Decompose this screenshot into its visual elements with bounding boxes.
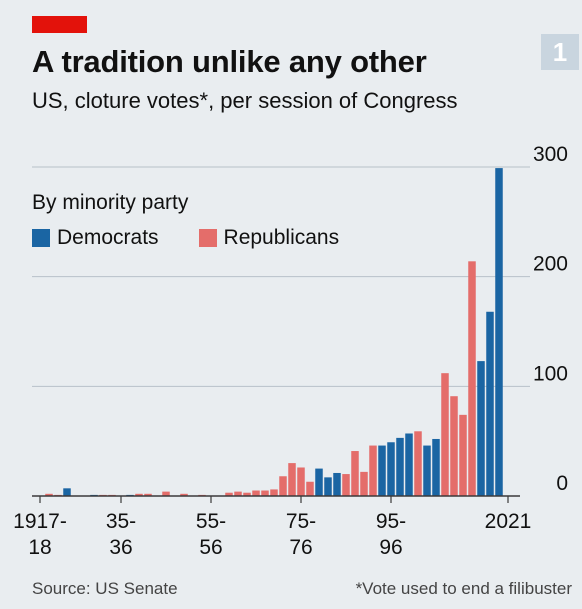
chart-subtitle: US, cloture votes*, per session of Congr… bbox=[32, 88, 458, 113]
bar-republicans bbox=[342, 474, 350, 496]
bar-democrats bbox=[405, 433, 413, 496]
x-tick-label: 1917-18 bbox=[13, 510, 67, 559]
bar-democrats bbox=[477, 361, 485, 496]
y-tick-label: 300 bbox=[533, 143, 568, 166]
bar-republicans bbox=[297, 467, 305, 496]
bar-republicans bbox=[468, 261, 476, 496]
bar-republicans bbox=[225, 492, 233, 496]
bar-republicans bbox=[261, 490, 269, 496]
bar-republicans bbox=[369, 445, 377, 496]
bar-republicans bbox=[243, 492, 251, 496]
legend-label-republicans: Republicans bbox=[223, 226, 340, 249]
x-tick-label: 95-96 bbox=[376, 510, 406, 559]
legend: Democrats Republicans bbox=[32, 226, 379, 250]
bar-republicans bbox=[441, 373, 449, 496]
y-tick-label: 200 bbox=[533, 253, 568, 276]
brand-red-tag bbox=[32, 16, 87, 33]
bar-republicans bbox=[162, 491, 170, 496]
bar-democrats bbox=[432, 438, 440, 496]
bar-republicans bbox=[180, 493, 188, 496]
bar-democrats bbox=[63, 488, 71, 496]
x-tick-label: 75-76 bbox=[286, 510, 316, 559]
chart-title: A tradition unlike any other bbox=[32, 44, 427, 79]
y-tick-label: 0 bbox=[556, 472, 568, 495]
bar-democrats bbox=[495, 168, 503, 496]
democrats-swatch bbox=[32, 229, 50, 247]
x-tick-label: 55-56 bbox=[196, 510, 226, 559]
x-tick-label: 35-36 bbox=[106, 510, 136, 559]
bar-republicans bbox=[414, 431, 422, 496]
bar-republicans bbox=[450, 396, 458, 496]
bar-republicans bbox=[351, 451, 359, 496]
bar-republicans bbox=[360, 471, 368, 496]
bar-democrats bbox=[423, 445, 431, 496]
footnote: *Vote used to end a filibuster bbox=[355, 579, 572, 598]
y-tick-label: 100 bbox=[533, 362, 568, 385]
bar-republicans bbox=[279, 476, 287, 496]
bar-democrats bbox=[333, 472, 341, 496]
bar-republicans bbox=[306, 481, 314, 496]
bar-republicans bbox=[234, 491, 242, 496]
bar-democrats bbox=[387, 442, 395, 496]
source-note: Source: US Senate bbox=[32, 579, 178, 598]
bar-republicans bbox=[252, 490, 260, 496]
legend-item-republicans: Republicans bbox=[198, 226, 340, 250]
bar-democrats bbox=[396, 437, 404, 496]
bar-republicans bbox=[270, 489, 278, 496]
bar-democrats bbox=[324, 477, 332, 496]
bar-republicans bbox=[45, 493, 53, 496]
bar-republicans bbox=[144, 493, 152, 496]
republicans-swatch bbox=[198, 229, 217, 247]
x-tick-label: 2021 bbox=[485, 510, 532, 533]
legend-title: By minority party bbox=[32, 191, 189, 214]
bar-republicans bbox=[459, 414, 467, 496]
legend-item-democrats: Democrats bbox=[32, 226, 159, 250]
bar-democrats bbox=[486, 311, 494, 496]
bar-republicans bbox=[135, 493, 143, 496]
bar-democrats bbox=[378, 445, 386, 496]
bar-republicans bbox=[288, 463, 296, 496]
legend-label-democrats: Democrats bbox=[57, 226, 159, 249]
chart-number-badge: 1 bbox=[541, 34, 579, 70]
bar-democrats bbox=[315, 468, 323, 496]
